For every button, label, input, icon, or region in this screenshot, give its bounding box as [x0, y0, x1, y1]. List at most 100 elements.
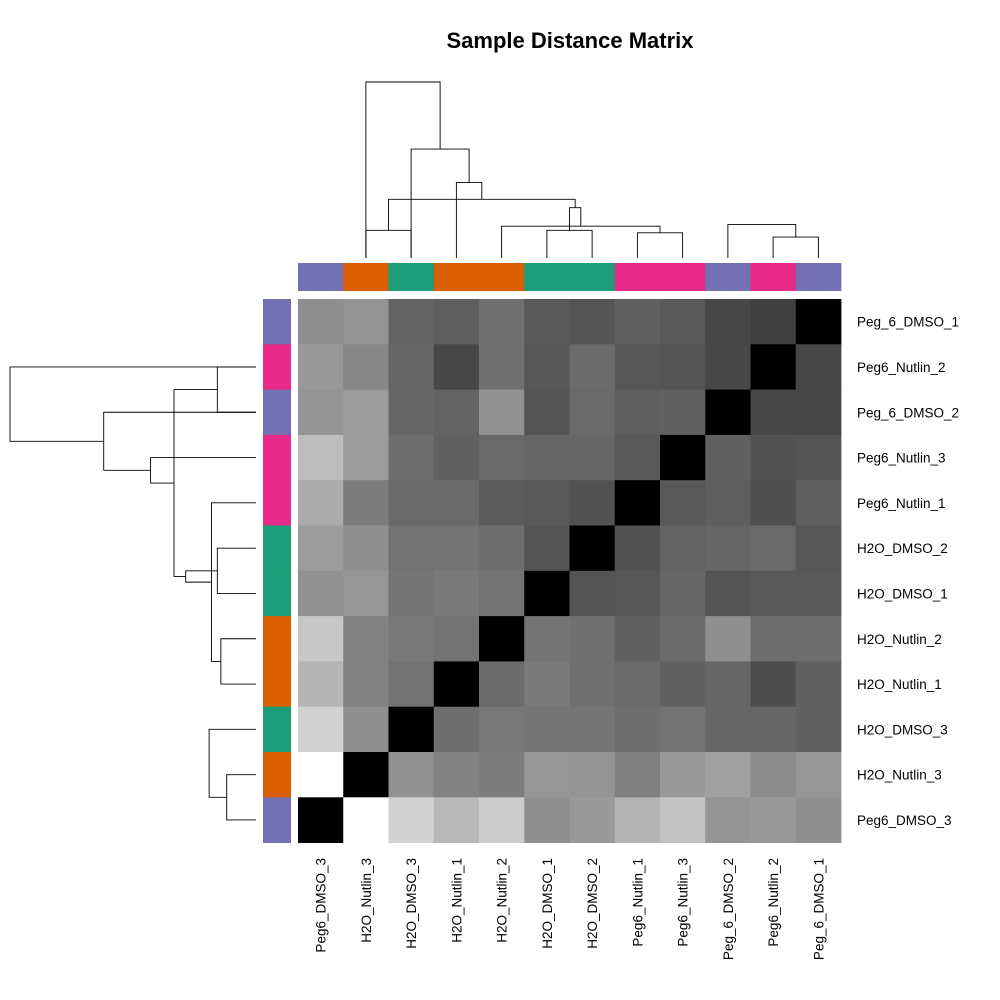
heatmap-cell-r0-c8 [660, 299, 706, 345]
heatmap-cell-r0-c6 [569, 299, 616, 345]
column-annotation-3 [433, 263, 480, 291]
column-annotation-0 [298, 263, 344, 291]
column-labels: Peg6_DMSO_3 H2O_Nutlin_3 H2O_DMSO_3 H2O_Nut… [314, 858, 827, 960]
heatmap-cell-r3-c8 [660, 434, 706, 481]
column-dendrogram-branch-1 [636, 232, 684, 258]
row-annotation-3 [263, 434, 291, 481]
heatmap-cell-r10-c1 [343, 752, 389, 798]
heatmap-cell-r1-c2 [388, 344, 435, 390]
column-annotation-10 [750, 263, 797, 291]
heatmap-cell-r5-c5 [524, 525, 570, 572]
row-dendrogram [9, 366, 256, 821]
heatmap-cell-r8-c2 [388, 661, 435, 708]
heatmap-cell-r5-c1 [343, 525, 389, 572]
heatmap-cell-r5-c6 [569, 525, 616, 572]
heatmap-cell-r8-c10 [750, 661, 797, 708]
heatmap-cell-r11-c1 [343, 797, 389, 843]
heatmap-cell-r6-c0 [298, 570, 344, 617]
row-dendrogram-branch-3 [216, 547, 256, 594]
row-label-0: Peg_6_DMSO_1 [857, 315, 959, 330]
heatmap-cell-r4-c3 [433, 480, 480, 526]
row-label-3: Peg6_Nutlin_3 [857, 451, 946, 466]
column-label-3: H2O_Nutlin_1 [449, 858, 464, 943]
column-label-4: H2O_Nutlin_2 [495, 858, 510, 943]
heatmap-cell-r0-c1 [343, 299, 389, 345]
heatmap-cell-r6-c11 [795, 570, 842, 617]
heatmap-cell-r11-c10 [750, 797, 797, 843]
heatmap-cell-r3-c11 [795, 434, 842, 481]
heatmap-cell-r11-c2 [388, 797, 435, 843]
heatmap-cell-r7-c0 [298, 616, 344, 662]
heatmap-cell-r3-c0 [298, 434, 344, 481]
column-dendrogram-branch-8 [455, 182, 483, 258]
heatmap-cell-r1-c3 [433, 344, 480, 390]
heatmap-cell-r10-c4 [479, 752, 525, 798]
column-annotation-2 [388, 263, 435, 291]
row-dendrogram-branch-1 [220, 638, 256, 685]
row-annotation-6 [263, 570, 291, 617]
heatmap-cell-r2-c11 [795, 389, 842, 436]
heatmap-cell-r7-c1 [343, 616, 389, 662]
heatmap-cell-r11-c8 [660, 797, 706, 843]
row-annotation-bar [263, 299, 291, 843]
heatmap-cell-r2-c3 [433, 389, 480, 436]
heatmap-cell-r9-c7 [614, 706, 661, 753]
heatmap-cell-r11-c3 [433, 797, 480, 843]
heatmap-cell-r2-c4 [479, 389, 525, 436]
heatmap-cell-r9-c1 [343, 706, 389, 753]
column-annotation-8 [660, 263, 706, 291]
heatmap-cell-r4-c2 [388, 480, 435, 526]
heatmap-cell-r9-c5 [524, 706, 570, 753]
row-label-9: H2O_DMSO_3 [857, 722, 948, 737]
heatmap-cell-r2-c1 [343, 389, 389, 436]
heatmap-cell-r10-c7 [614, 752, 661, 798]
heatmap-cell-r8-c8 [660, 661, 706, 708]
heatmap-cell-r0-c9 [705, 299, 751, 345]
row-annotation-2 [263, 389, 291, 436]
heatmap-cell-r9-c3 [433, 706, 480, 753]
row-label-6: H2O_DMSO_1 [857, 586, 948, 601]
heatmap-cell-r4-c5 [524, 480, 570, 526]
heatmap-cell-r9-c0 [298, 706, 344, 753]
row-dendrogram-branch-5 [216, 366, 256, 413]
heatmap-cell-r10-c2 [388, 752, 435, 798]
row-dendrogram-branch-7 [173, 389, 218, 577]
column-annotation-bar [298, 263, 842, 291]
column-label-8: Peg6_Nutlin_3 [676, 858, 691, 947]
heatmap-cell-r3-c1 [343, 434, 389, 481]
row-dendrogram-branch-4 [211, 502, 256, 662]
heatmap-cell-r3-c4 [479, 434, 525, 481]
heatmap-cell-r3-c7 [614, 434, 661, 481]
column-dendrogram-branch-4 [501, 225, 661, 258]
column-label-2: H2O_DMSO_3 [404, 858, 419, 949]
heatmap-cell-r10-c5 [524, 752, 570, 798]
row-dendrogram-branch-0 [226, 774, 256, 821]
column-label-0: Peg6_DMSO_3 [314, 858, 329, 953]
column-annotation-7 [614, 263, 661, 291]
row-label-1: Peg6_Nutlin_2 [857, 360, 946, 375]
heatmap-cell-r10-c8 [660, 752, 706, 798]
heatmap-cell-r9-c9 [705, 706, 751, 753]
column-label-6: H2O_DMSO_2 [585, 858, 600, 949]
row-label-7: H2O_Nutlin_2 [857, 632, 942, 647]
heatmap-cell-r10-c10 [750, 752, 797, 798]
heatmap-cell-r10-c9 [705, 752, 751, 798]
heatmap-cell-r8-c7 [614, 661, 661, 708]
heatmap-cell-r5-c2 [388, 525, 435, 572]
heatmap-cell-r1-c4 [479, 344, 525, 390]
heatmap-cell-r7-c7 [614, 616, 661, 662]
row-annotation-0 [263, 299, 291, 345]
heatmap-cell-r6-c4 [479, 570, 525, 617]
heatmap-cell-r8-c0 [298, 661, 344, 708]
chart-title: Sample Distance Matrix [446, 28, 694, 53]
heatmap-cell-r1-c11 [795, 344, 842, 390]
column-label-10: Peg6_Nutlin_2 [766, 858, 781, 947]
heatmap-cell-r9-c8 [660, 706, 706, 753]
heatmap-cell-r3-c6 [569, 434, 616, 481]
heatmap-cell-r5-c9 [705, 525, 751, 572]
heatmap-cell-r11-c5 [524, 797, 570, 843]
heatmap-cell-r8-c3 [433, 661, 480, 708]
row-dendrogram-branch-9 [103, 411, 256, 471]
heatmap-cell-r4-c7 [614, 480, 661, 526]
heatmap-cell-r6-c5 [524, 570, 570, 617]
